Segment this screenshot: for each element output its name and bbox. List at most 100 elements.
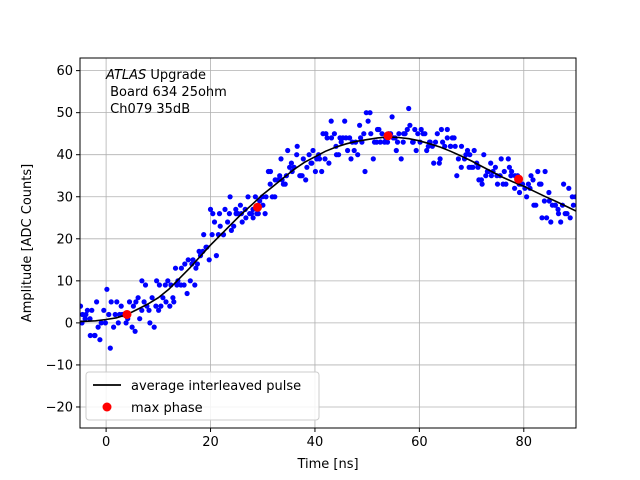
annotation-line-3: Ch079 35dB <box>106 102 190 117</box>
scatter-point <box>470 164 476 170</box>
scatter-point <box>434 131 440 137</box>
y-tick-label: 10 <box>56 274 73 289</box>
scatter-point <box>406 105 412 112</box>
scatter-point <box>165 278 171 284</box>
scatter-point <box>516 189 523 196</box>
scatter-point <box>87 332 93 339</box>
scatter-point <box>303 177 309 183</box>
scatter-point <box>400 139 406 145</box>
scatter-point <box>239 219 245 225</box>
scatter-point <box>542 168 548 175</box>
scatter-point <box>488 160 494 166</box>
scatter-point <box>475 164 481 170</box>
scatter-point <box>114 299 120 305</box>
scatter-point <box>524 194 530 200</box>
scatter-point <box>123 320 129 326</box>
scatter-point <box>548 219 554 225</box>
scatter-point <box>181 282 187 288</box>
scatter-point <box>552 202 559 208</box>
scatter-point <box>285 147 291 154</box>
scatter-point <box>546 189 552 196</box>
scatter-point <box>498 156 504 162</box>
scatter-point <box>154 278 160 284</box>
scatter-point <box>533 202 539 208</box>
scatter-point <box>187 278 193 284</box>
scatter-point <box>412 126 418 133</box>
scatter-point <box>267 168 274 175</box>
scatter-point <box>185 257 191 263</box>
y-tick-label: 20 <box>56 232 73 247</box>
annotation-suffix: Upgrade <box>146 68 206 83</box>
scatter-point <box>184 290 190 297</box>
scatter-point <box>139 278 145 284</box>
legend-marker-swatch <box>102 402 112 412</box>
scatter-point <box>272 194 278 200</box>
x-axis-label: Time [ns] <box>296 457 358 472</box>
scatter-point <box>437 156 443 162</box>
scatter-point <box>299 173 305 179</box>
scatter-point <box>130 303 136 309</box>
scatter-point <box>324 135 330 141</box>
scatter-point <box>319 168 325 175</box>
x-tick-label: 60 <box>411 435 428 450</box>
scatter-point <box>361 131 367 137</box>
scatter-point <box>464 147 471 154</box>
scatter-point <box>567 215 573 221</box>
scatter-point <box>481 152 487 158</box>
scatter-point <box>483 173 489 179</box>
scatter-point <box>255 211 261 217</box>
scatter-point <box>444 126 450 133</box>
scatter-point <box>139 307 145 313</box>
scatter-point <box>509 168 515 175</box>
scatter-point <box>182 261 188 267</box>
scatter-point <box>174 282 180 288</box>
scatter-point <box>142 282 149 288</box>
scatter-point <box>300 156 306 162</box>
scatter-point <box>511 185 518 191</box>
scatter-point <box>111 324 117 330</box>
scatter-point <box>471 147 477 154</box>
scatter-point <box>362 168 368 175</box>
scatter-point <box>336 152 342 158</box>
scatter-point <box>309 160 315 166</box>
scatter-point <box>156 282 162 288</box>
scatter-point <box>263 194 269 200</box>
x-tick-label: 20 <box>202 435 219 450</box>
scatter-point <box>237 202 243 208</box>
scatter-point <box>194 261 200 267</box>
y-tick-label: −20 <box>46 400 73 415</box>
scatter-point <box>304 164 310 170</box>
annotation-experiment: ATLAS <box>105 68 146 83</box>
scatter-point <box>389 114 395 120</box>
scatter-point <box>357 122 363 128</box>
annotation-line-1: ATLAS Upgrade <box>105 68 206 83</box>
scatter-point <box>192 282 198 288</box>
scatter-point <box>170 295 176 301</box>
scatter-point <box>172 265 179 271</box>
scatter-point <box>278 156 284 162</box>
scatter-point <box>84 307 90 313</box>
scatter-point <box>108 299 114 305</box>
scatter-point <box>83 311 89 318</box>
scatter-point <box>190 257 196 263</box>
scatter-point <box>355 152 361 158</box>
scatter-point <box>410 139 416 145</box>
scatter-point <box>384 139 391 145</box>
scatter-point <box>432 139 439 145</box>
scatter-point <box>95 324 101 330</box>
scatter-point <box>436 160 442 166</box>
scatter-point <box>478 177 484 183</box>
scatter-point <box>328 118 334 124</box>
x-axis-ticks: 0 20 40 60 80 <box>102 428 532 450</box>
scatter-point <box>277 173 283 179</box>
scatter-point <box>393 147 399 154</box>
scatter-point <box>396 131 402 137</box>
scatter-point <box>558 219 564 225</box>
scatter-point <box>92 332 98 339</box>
scatter-point <box>80 303 84 309</box>
scatter-point <box>501 168 507 175</box>
y-tick-label: 60 <box>56 64 73 79</box>
scatter-point <box>422 131 428 137</box>
legend-label-average: average interleaved pulse <box>131 379 301 394</box>
average-pulse-line <box>80 136 576 323</box>
